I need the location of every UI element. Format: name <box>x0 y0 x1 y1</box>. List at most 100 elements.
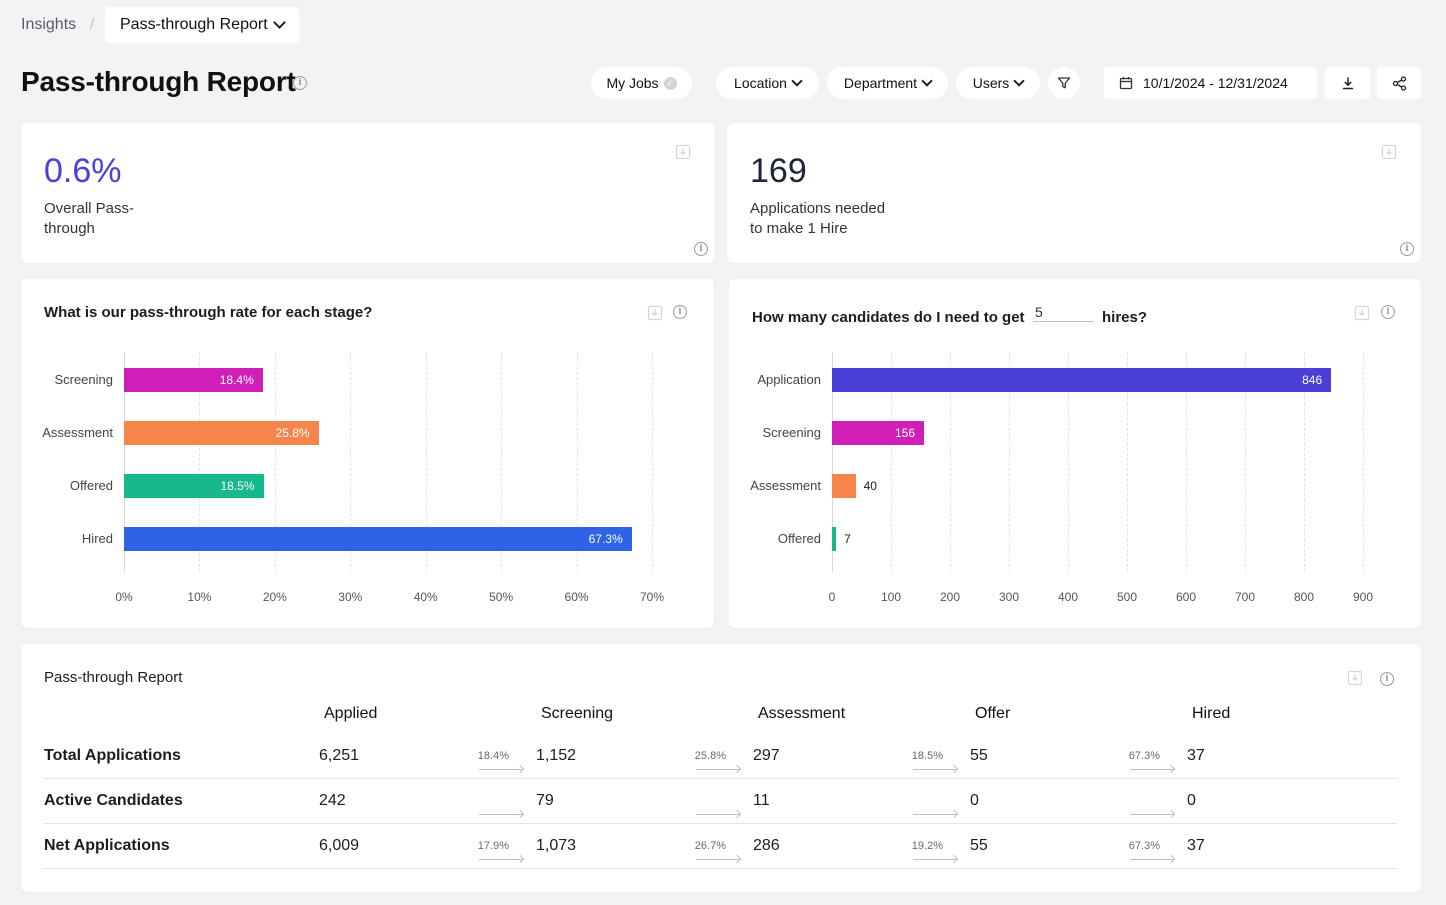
share-icon <box>1392 75 1406 91</box>
my-jobs-toggle[interactable]: My Jobs ✓ <box>591 67 692 99</box>
bar[interactable] <box>124 368 263 392</box>
info-icon[interactable]: i <box>1381 305 1395 319</box>
info-icon[interactable]: i <box>293 76 307 90</box>
column-header: Assessment <box>758 705 846 722</box>
date-range-picker[interactable]: 10/1/2024 - 12/31/2024 <box>1104 67 1317 99</box>
info-icon[interactable]: i <box>1380 672 1394 686</box>
gridline <box>1304 352 1305 572</box>
info-icon[interactable]: i <box>673 305 687 319</box>
bar-value-label: 7 <box>844 532 851 546</box>
pass-through-rate: 67.3% <box>1128 750 1160 762</box>
x-tick-label: 600 <box>1175 590 1197 604</box>
table-cell: 1,152 <box>536 747 577 764</box>
x-tick-label: 800 <box>1293 590 1315 604</box>
chart-card-pass-through-rate: What is our pass-through rate for each s… <box>21 279 714 628</box>
arrow-connector <box>479 814 523 815</box>
row-divider <box>44 868 1397 869</box>
users-filter-label: Users <box>972 75 1010 91</box>
hires-count-input[interactable]: 5 <box>1033 304 1094 322</box>
chevron-down-icon <box>791 75 803 87</box>
kpi-card-overall-pass-through: 0.6% Overall Pass- through i <box>21 123 715 263</box>
table-cell: 79 <box>536 792 554 809</box>
gridline <box>1363 352 1364 572</box>
breadcrumb-insights[interactable]: Insights <box>21 16 77 33</box>
x-tick-label: 10% <box>187 590 212 604</box>
gridline <box>1068 352 1069 572</box>
location-filter-label: Location <box>734 75 787 91</box>
chart-title-suffix: hires? <box>1102 309 1148 326</box>
arrow-connector <box>696 769 740 770</box>
column-header: Offer <box>975 705 1011 722</box>
table-cell: 242 <box>319 792 346 809</box>
bar-value-label: 25.8% <box>275 426 310 440</box>
pass-through-rate: 26.7% <box>694 840 726 852</box>
location-filter[interactable]: Location <box>716 67 819 99</box>
pass-through-rate: 67.3% <box>1128 840 1160 852</box>
pass-through-rate-chart: 0% 10% 20% 30% 40% 50% 60% 70% Screening 18.4% Ass… <box>21 279 714 628</box>
check-circle-icon: ✓ <box>663 76 677 90</box>
arrow-connector <box>696 814 740 815</box>
bar-value-label: 156 <box>895 426 916 440</box>
pass-through-rate: 18.4% <box>477 750 509 762</box>
bar-value-label: 40 <box>863 479 877 493</box>
table-cell: 0 <box>970 792 979 809</box>
row-divider <box>44 778 1397 779</box>
gridline <box>1186 352 1187 572</box>
x-tick-label: 30% <box>338 590 363 604</box>
download-button[interactable] <box>1325 67 1370 99</box>
chart-title-prefix: How many candidates do I need to get <box>752 309 1025 326</box>
report-selector[interactable]: Pass-through Report <box>105 7 299 43</box>
pass-through-rate: 19.2% <box>911 840 943 852</box>
row-label: Net Applications <box>44 837 170 854</box>
x-tick-label: 400 <box>1057 590 1079 604</box>
bar-value-label: 846 <box>1302 373 1323 387</box>
bar[interactable] <box>832 474 856 498</box>
table-cell: 55 <box>970 837 988 854</box>
chevron-down-icon <box>272 16 286 29</box>
gridline <box>1245 352 1246 572</box>
pass-through-rate: 18.5% <box>911 750 943 762</box>
share-button[interactable] <box>1377 67 1421 99</box>
gridline <box>950 352 951 572</box>
pass-through-rate: 17.9% <box>477 840 509 852</box>
table-cell: 37 <box>1187 837 1205 854</box>
bar[interactable] <box>832 421 925 445</box>
department-filter[interactable]: Department <box>827 67 948 99</box>
table-cell: 0 <box>1187 792 1196 809</box>
gridline <box>1009 352 1010 572</box>
download-icon[interactable] <box>1354 305 1370 321</box>
chevron-down-icon <box>921 75 933 87</box>
table-cell: 55 <box>970 747 988 764</box>
download-icon[interactable] <box>647 305 663 321</box>
arrow-connector <box>1130 859 1174 860</box>
download-icon[interactable] <box>675 144 691 160</box>
bar[interactable] <box>832 368 1332 392</box>
info-icon[interactable]: i <box>694 242 708 256</box>
table-cell: 286 <box>753 837 780 854</box>
bar[interactable] <box>832 527 837 551</box>
my-jobs-label: My Jobs <box>606 75 659 91</box>
x-tick-label: 100 <box>880 590 902 604</box>
bar[interactable] <box>124 527 632 551</box>
bar[interactable] <box>124 421 319 445</box>
table-title: Pass-through Report <box>44 669 183 686</box>
filter-button[interactable] <box>1048 67 1080 99</box>
kpi-label: Overall Pass- through <box>44 200 135 237</box>
gridline <box>350 352 352 572</box>
kpi-value: 169 <box>750 152 807 190</box>
pass-through-table: Applied Screening Assessment Offer Hired Tota… <box>21 644 1421 892</box>
gridline <box>501 352 503 572</box>
download-icon[interactable] <box>1347 670 1363 686</box>
download-icon <box>1342 77 1353 90</box>
x-tick-label: 200 <box>939 590 961 604</box>
bar-value-label: 18.4% <box>219 373 254 387</box>
arrow-connector <box>696 859 740 860</box>
info-icon[interactable]: i <box>1400 242 1414 256</box>
x-tick-label: 0% <box>115 590 133 604</box>
page-title: Pass-through Report <box>21 66 296 97</box>
bar[interactable] <box>124 474 264 498</box>
category-label: Assessment <box>750 478 821 493</box>
chart-card-candidates-needed: How many candidates do I need to get hir… <box>729 279 1421 628</box>
users-filter[interactable]: Users <box>956 67 1040 99</box>
download-icon[interactable] <box>1381 144 1397 160</box>
